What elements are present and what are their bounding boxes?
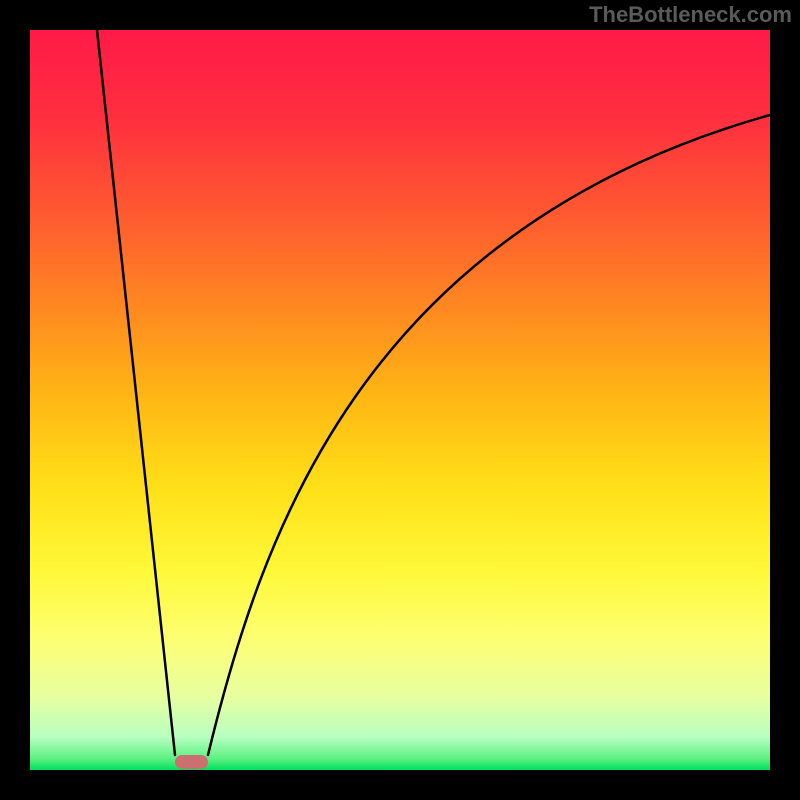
chart-plot-area <box>30 30 770 770</box>
watermark-text: TheBottleneck.com <box>589 2 792 28</box>
optimal-marker <box>175 755 208 769</box>
bottleneck-chart <box>0 0 800 800</box>
chart-container: { "watermark": { "text": "TheBottleneck.… <box>0 0 800 800</box>
